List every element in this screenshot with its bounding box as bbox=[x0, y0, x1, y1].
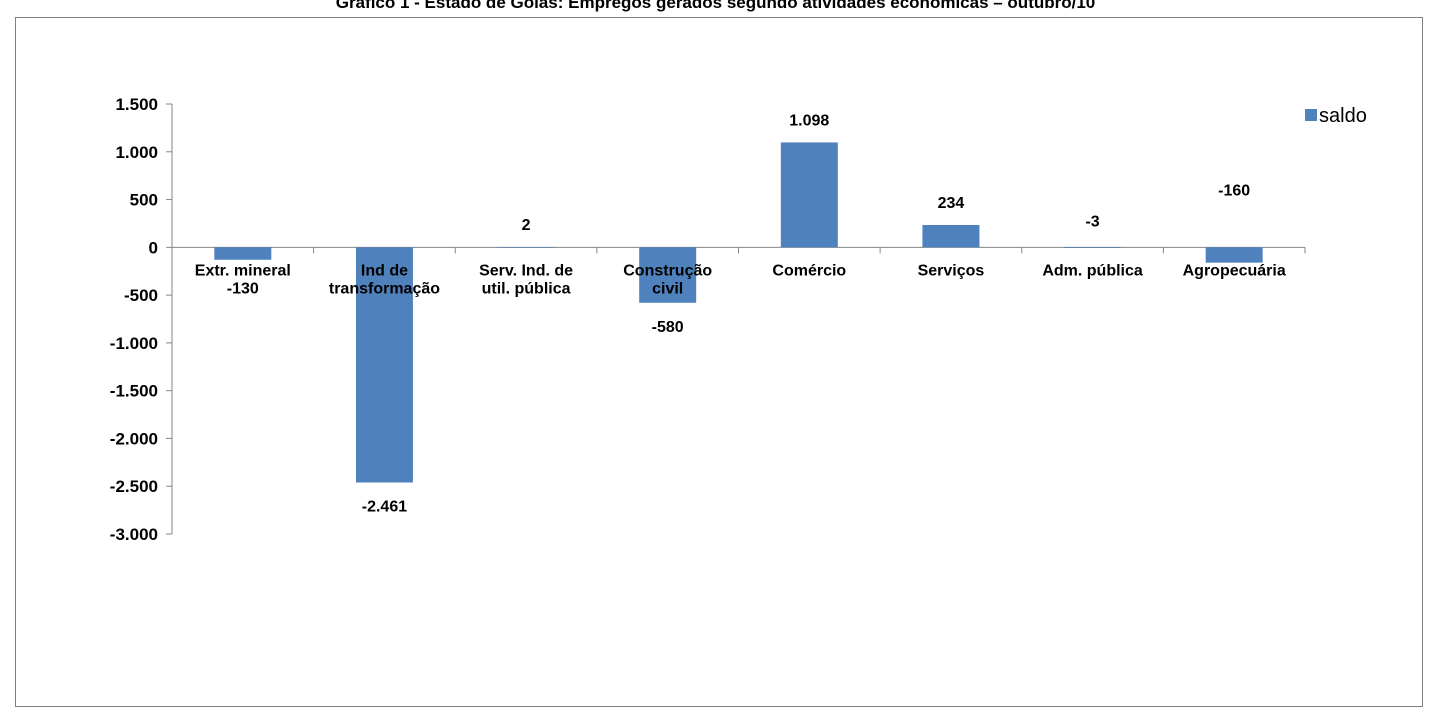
bar bbox=[355, 247, 413, 483]
page-title: Gráfico 1 - Estado de Goiás: Empregos ge… bbox=[335, 0, 1096, 12]
category-labels: Extr. mineral Ind de transformação Serv. In… bbox=[195, 262, 1286, 297]
x-axis bbox=[171, 246, 1306, 254]
data-label: -2.461 bbox=[362, 498, 407, 515]
legend-label: saldo bbox=[1319, 105, 1367, 127]
bar bbox=[639, 247, 697, 303]
data-label: -130 bbox=[227, 280, 259, 297]
y-tick-label: -2.500 bbox=[110, 477, 158, 496]
y-tick-label: -500 bbox=[124, 286, 158, 305]
legend: saldo bbox=[1305, 105, 1367, 127]
bar bbox=[780, 142, 838, 248]
data-label: 2 bbox=[522, 217, 531, 234]
y-axis: 1.500 1.000 500 0 -500 -1.000 -1.500 -2.000 -2.5… bbox=[110, 95, 173, 544]
y-tick-label: -1.500 bbox=[110, 382, 158, 401]
bar bbox=[1205, 247, 1263, 263]
data-label: 234 bbox=[938, 195, 965, 212]
data-label: -3 bbox=[1085, 213, 1099, 230]
category-label: Construção civil bbox=[623, 262, 712, 297]
y-tick-label: 1.000 bbox=[115, 143, 158, 162]
category-label: Adm. pública bbox=[1042, 262, 1143, 279]
bar bbox=[497, 247, 555, 248]
bar bbox=[922, 224, 980, 248]
y-tick-label: 500 bbox=[130, 191, 158, 210]
y-tick-label: -3.000 bbox=[110, 525, 158, 544]
bar bbox=[214, 247, 272, 260]
category-label: Extr. mineral bbox=[195, 262, 291, 279]
category-label: Ind de transformação bbox=[329, 262, 440, 297]
chart-frame bbox=[15, 17, 1423, 707]
y-tick-label: -1.000 bbox=[110, 334, 158, 353]
y-tick-label: 0 bbox=[149, 238, 158, 257]
category-label: Agropecuária bbox=[1183, 262, 1286, 279]
data-label: 1.098 bbox=[789, 112, 829, 129]
data-label: -160 bbox=[1218, 182, 1250, 199]
bar bbox=[1064, 247, 1122, 248]
data-labels: -130 -2.461 2 -580 1.098 234 -3 -160 bbox=[227, 112, 1251, 515]
y-tick-label: -2.000 bbox=[110, 429, 158, 448]
category-label: Serviços bbox=[918, 262, 985, 279]
data-label: -580 bbox=[652, 319, 684, 336]
category-label: Comércio bbox=[772, 262, 846, 279]
legend-swatch bbox=[1305, 109, 1317, 121]
y-tick-label: 1.500 bbox=[115, 95, 158, 114]
bars bbox=[214, 142, 1263, 483]
category-label: Serv. Ind. de util. pública bbox=[479, 262, 573, 297]
